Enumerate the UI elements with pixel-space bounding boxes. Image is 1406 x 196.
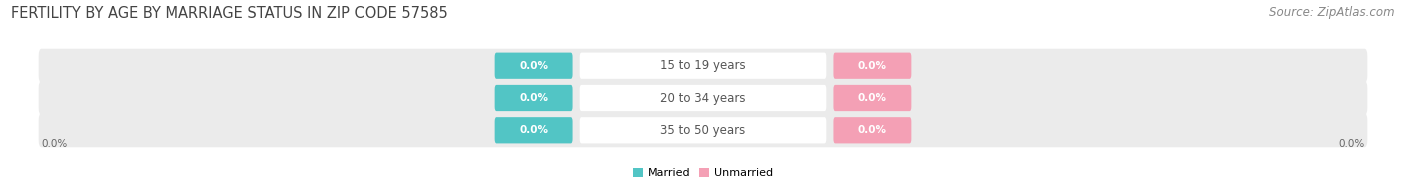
- Text: 0.0%: 0.0%: [519, 61, 548, 71]
- FancyBboxPatch shape: [579, 117, 827, 143]
- FancyBboxPatch shape: [579, 85, 827, 111]
- FancyBboxPatch shape: [39, 113, 1367, 147]
- Text: 0.0%: 0.0%: [858, 93, 887, 103]
- Text: 0.0%: 0.0%: [519, 125, 548, 135]
- Text: 20 to 34 years: 20 to 34 years: [661, 92, 745, 104]
- Text: 15 to 19 years: 15 to 19 years: [661, 59, 745, 72]
- Text: 0.0%: 0.0%: [858, 61, 887, 71]
- Legend: Married, Unmarried: Married, Unmarried: [633, 168, 773, 178]
- Text: 0.0%: 0.0%: [858, 125, 887, 135]
- FancyBboxPatch shape: [39, 81, 1367, 115]
- Text: 0.0%: 0.0%: [1339, 139, 1364, 149]
- FancyBboxPatch shape: [495, 117, 572, 143]
- FancyBboxPatch shape: [834, 53, 911, 79]
- FancyBboxPatch shape: [834, 117, 911, 143]
- FancyBboxPatch shape: [834, 85, 911, 111]
- Text: 0.0%: 0.0%: [519, 93, 548, 103]
- FancyBboxPatch shape: [39, 49, 1367, 83]
- FancyBboxPatch shape: [495, 85, 572, 111]
- Text: 35 to 50 years: 35 to 50 years: [661, 124, 745, 137]
- FancyBboxPatch shape: [579, 53, 827, 79]
- FancyBboxPatch shape: [495, 53, 572, 79]
- Text: Source: ZipAtlas.com: Source: ZipAtlas.com: [1270, 6, 1395, 19]
- Text: FERTILITY BY AGE BY MARRIAGE STATUS IN ZIP CODE 57585: FERTILITY BY AGE BY MARRIAGE STATUS IN Z…: [11, 6, 449, 21]
- Text: 0.0%: 0.0%: [42, 139, 67, 149]
